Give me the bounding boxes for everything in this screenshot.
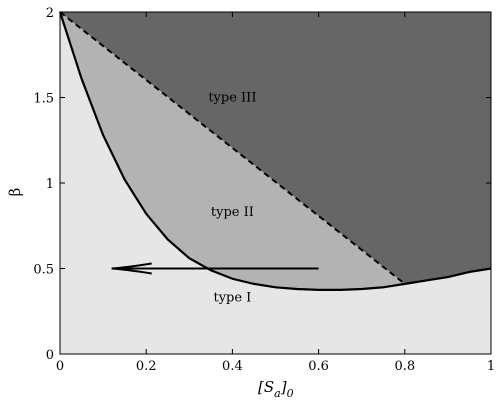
y-tick-label: 1 (46, 177, 54, 192)
x-tick-label: 0.2 (136, 359, 157, 374)
region-label-type-I: type I (213, 291, 251, 306)
y-tick-label: 0 (46, 348, 54, 363)
y-tick-label: 1.5 (33, 92, 54, 107)
x-tick-label: 0.8 (394, 359, 415, 374)
x-axis-title: [Sa]0 (258, 378, 294, 400)
arrow-head (111, 262, 152, 275)
x-axis-title-main: [S (258, 378, 274, 396)
x-axis-title-sub-a: a (274, 387, 281, 400)
x-tick-label: 0.6 (308, 359, 329, 374)
x-axis-title-sub-0: 0 (287, 387, 294, 400)
y-tick-label: 0.5 (33, 263, 54, 278)
solid-boundary-curve (58, 11, 492, 291)
y-tick-label: 2 (46, 6, 54, 21)
plot-area: type I type II type III (58, 11, 492, 354)
x-tick-label: 0.4 (222, 359, 243, 374)
x-tick-label: 1 (487, 359, 495, 374)
axes: 0 0.2 0.4 0.6 0.8 1 0 0.5 1 1.5 2 (33, 6, 495, 374)
region-type-II (60, 12, 405, 290)
region-label-type-II: type II (211, 205, 254, 220)
x-axis-title-close: ] (280, 378, 287, 396)
dashed-boundary-line (59, 11, 406, 285)
region-label-type-III: type III (208, 91, 256, 106)
y-axis-title: β (6, 188, 24, 197)
x-tick-label: 0 (56, 359, 64, 374)
region-type-III (60, 12, 491, 284)
